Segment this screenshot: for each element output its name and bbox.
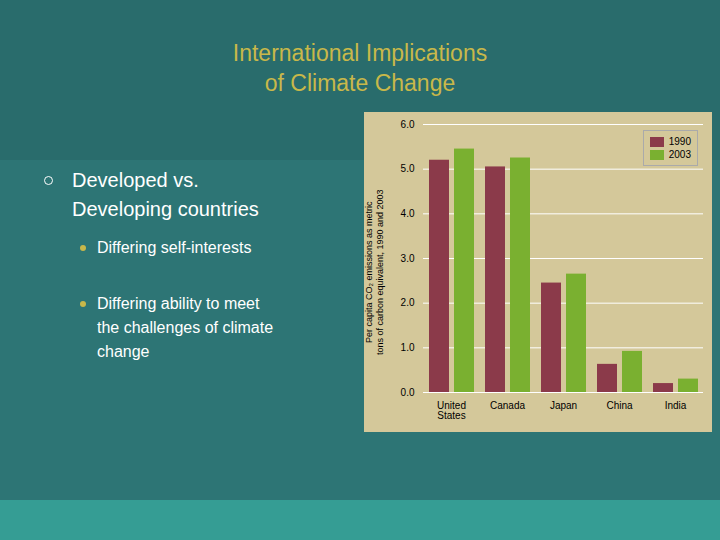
svg-text:5.0: 5.0 <box>401 163 415 174</box>
svg-text:Japan: Japan <box>550 400 577 411</box>
svg-text:6.0: 6.0 <box>401 119 415 130</box>
svg-text:UnitedStates: UnitedStates <box>437 400 466 421</box>
svg-text:4.0: 4.0 <box>401 208 415 219</box>
html-text:Differing ability to meet the: Differing ability to meet the challenges… <box>97 295 274 360</box>
html-text:1990: 1990 <box>668 136 691 147</box>
svg-text:2.0: 2.0 <box>401 297 415 308</box>
html-text:Developed vs. Developing count: Developed vs. Developing countries <box>72 169 259 220</box>
svg-text:Canada: Canada <box>490 400 525 411</box>
svg-text:India: India <box>665 400 687 411</box>
svg-text:China: China <box>606 400 633 411</box>
html-text:International Implications of: International Implications of Climate Ch… <box>232 40 488 96</box>
html-text:Differing self-interests: Differing self-interests <box>97 239 252 256</box>
html-text:Per capita CO₂ emissions as me: Per capita CO₂ emissions as metric tons … <box>364 189 385 355</box>
svg-text:0.0: 0.0 <box>401 387 415 398</box>
svg-text:3.0: 3.0 <box>401 253 415 264</box>
svg-text:1.0: 1.0 <box>401 342 415 353</box>
html-text:2003: 2003 <box>668 149 691 160</box>
